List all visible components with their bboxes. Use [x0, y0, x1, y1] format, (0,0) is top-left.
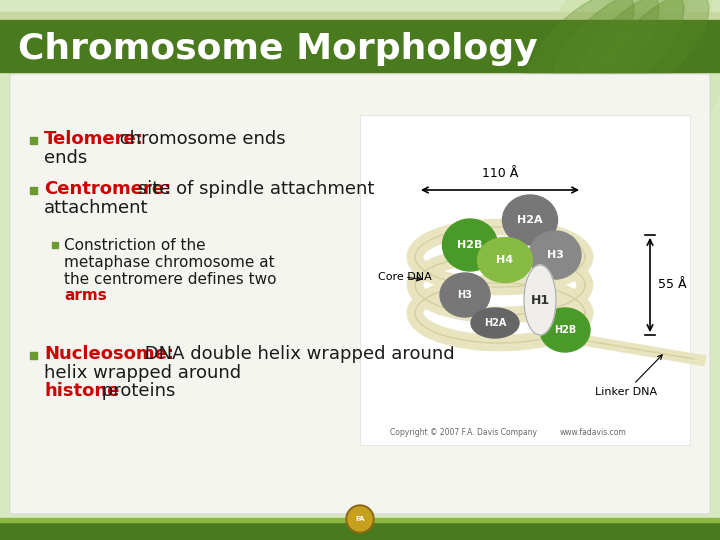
Ellipse shape: [528, 0, 711, 224]
Bar: [0, 20, 720, 24]
Text: H4: H4: [496, 255, 513, 265]
Text: H1: H1: [531, 294, 549, 307]
Text: Linker DNA: Linker DNA: [595, 355, 662, 397]
Text: H3: H3: [458, 290, 472, 300]
Circle shape: [695, 355, 705, 365]
Ellipse shape: [551, 0, 659, 100]
Text: chromosome ends: chromosome ends: [114, 130, 286, 148]
Ellipse shape: [524, 265, 556, 335]
Text: H2B: H2B: [554, 325, 576, 335]
Ellipse shape: [540, 308, 590, 352]
FancyBboxPatch shape: [10, 74, 710, 514]
Ellipse shape: [576, 0, 684, 100]
Ellipse shape: [471, 308, 519, 338]
Bar: [52, 242, 58, 248]
Text: metaphase chromosome at: metaphase chromosome at: [64, 254, 274, 269]
Text: FA: FA: [355, 516, 365, 522]
Circle shape: [346, 505, 374, 533]
Text: DNA double helix wrapped around: DNA double helix wrapped around: [139, 345, 460, 363]
Text: www.fadavis.com: www.fadavis.com: [560, 428, 626, 437]
Text: H2A: H2A: [517, 215, 543, 225]
Text: H2B: H2B: [457, 240, 482, 250]
Text: histone: histone: [44, 382, 120, 400]
Text: 110 Å: 110 Å: [482, 167, 518, 180]
Ellipse shape: [549, 0, 720, 253]
Ellipse shape: [526, 0, 634, 100]
Text: 55 Å: 55 Å: [658, 279, 687, 292]
Text: Constriction of the: Constriction of the: [64, 238, 206, 253]
Text: site of spindle attachment: site of spindle attachment: [132, 180, 374, 198]
Text: helix wrapped around: helix wrapped around: [44, 364, 241, 382]
Text: Core DNA: Core DNA: [378, 272, 432, 282]
Text: Copyright © 2007 F.A. Davis Company: Copyright © 2007 F.A. Davis Company: [390, 428, 537, 437]
Text: Chromosome Morphology: Chromosome Morphology: [18, 32, 538, 66]
Ellipse shape: [503, 195, 557, 245]
Text: H3: H3: [546, 250, 564, 260]
Text: proteins: proteins: [96, 382, 176, 400]
Ellipse shape: [529, 231, 581, 279]
Ellipse shape: [601, 0, 709, 100]
Bar: [360, 115, 690, 445]
Text: Nucleosome:: Nucleosome:: [44, 345, 174, 363]
Text: H2A: H2A: [484, 318, 506, 328]
Text: Telomere:: Telomere:: [44, 130, 144, 148]
Text: ends: ends: [44, 149, 87, 167]
Ellipse shape: [440, 273, 490, 317]
Bar: [30, 352, 37, 359]
Ellipse shape: [477, 238, 533, 282]
Ellipse shape: [443, 219, 498, 271]
Circle shape: [348, 507, 372, 531]
Bar: [0, 12, 720, 20]
Bar: [30, 137, 37, 144]
Ellipse shape: [509, 0, 691, 193]
Text: arms: arms: [64, 288, 107, 303]
Bar: [0, 522, 720, 540]
Text: the centromere defines two: the centromere defines two: [64, 272, 276, 287]
Bar: [0, 20, 720, 72]
Bar: [0, 518, 720, 522]
Text: attachment: attachment: [44, 199, 148, 217]
Bar: [30, 186, 37, 193]
Text: Centromere:: Centromere:: [44, 180, 171, 198]
